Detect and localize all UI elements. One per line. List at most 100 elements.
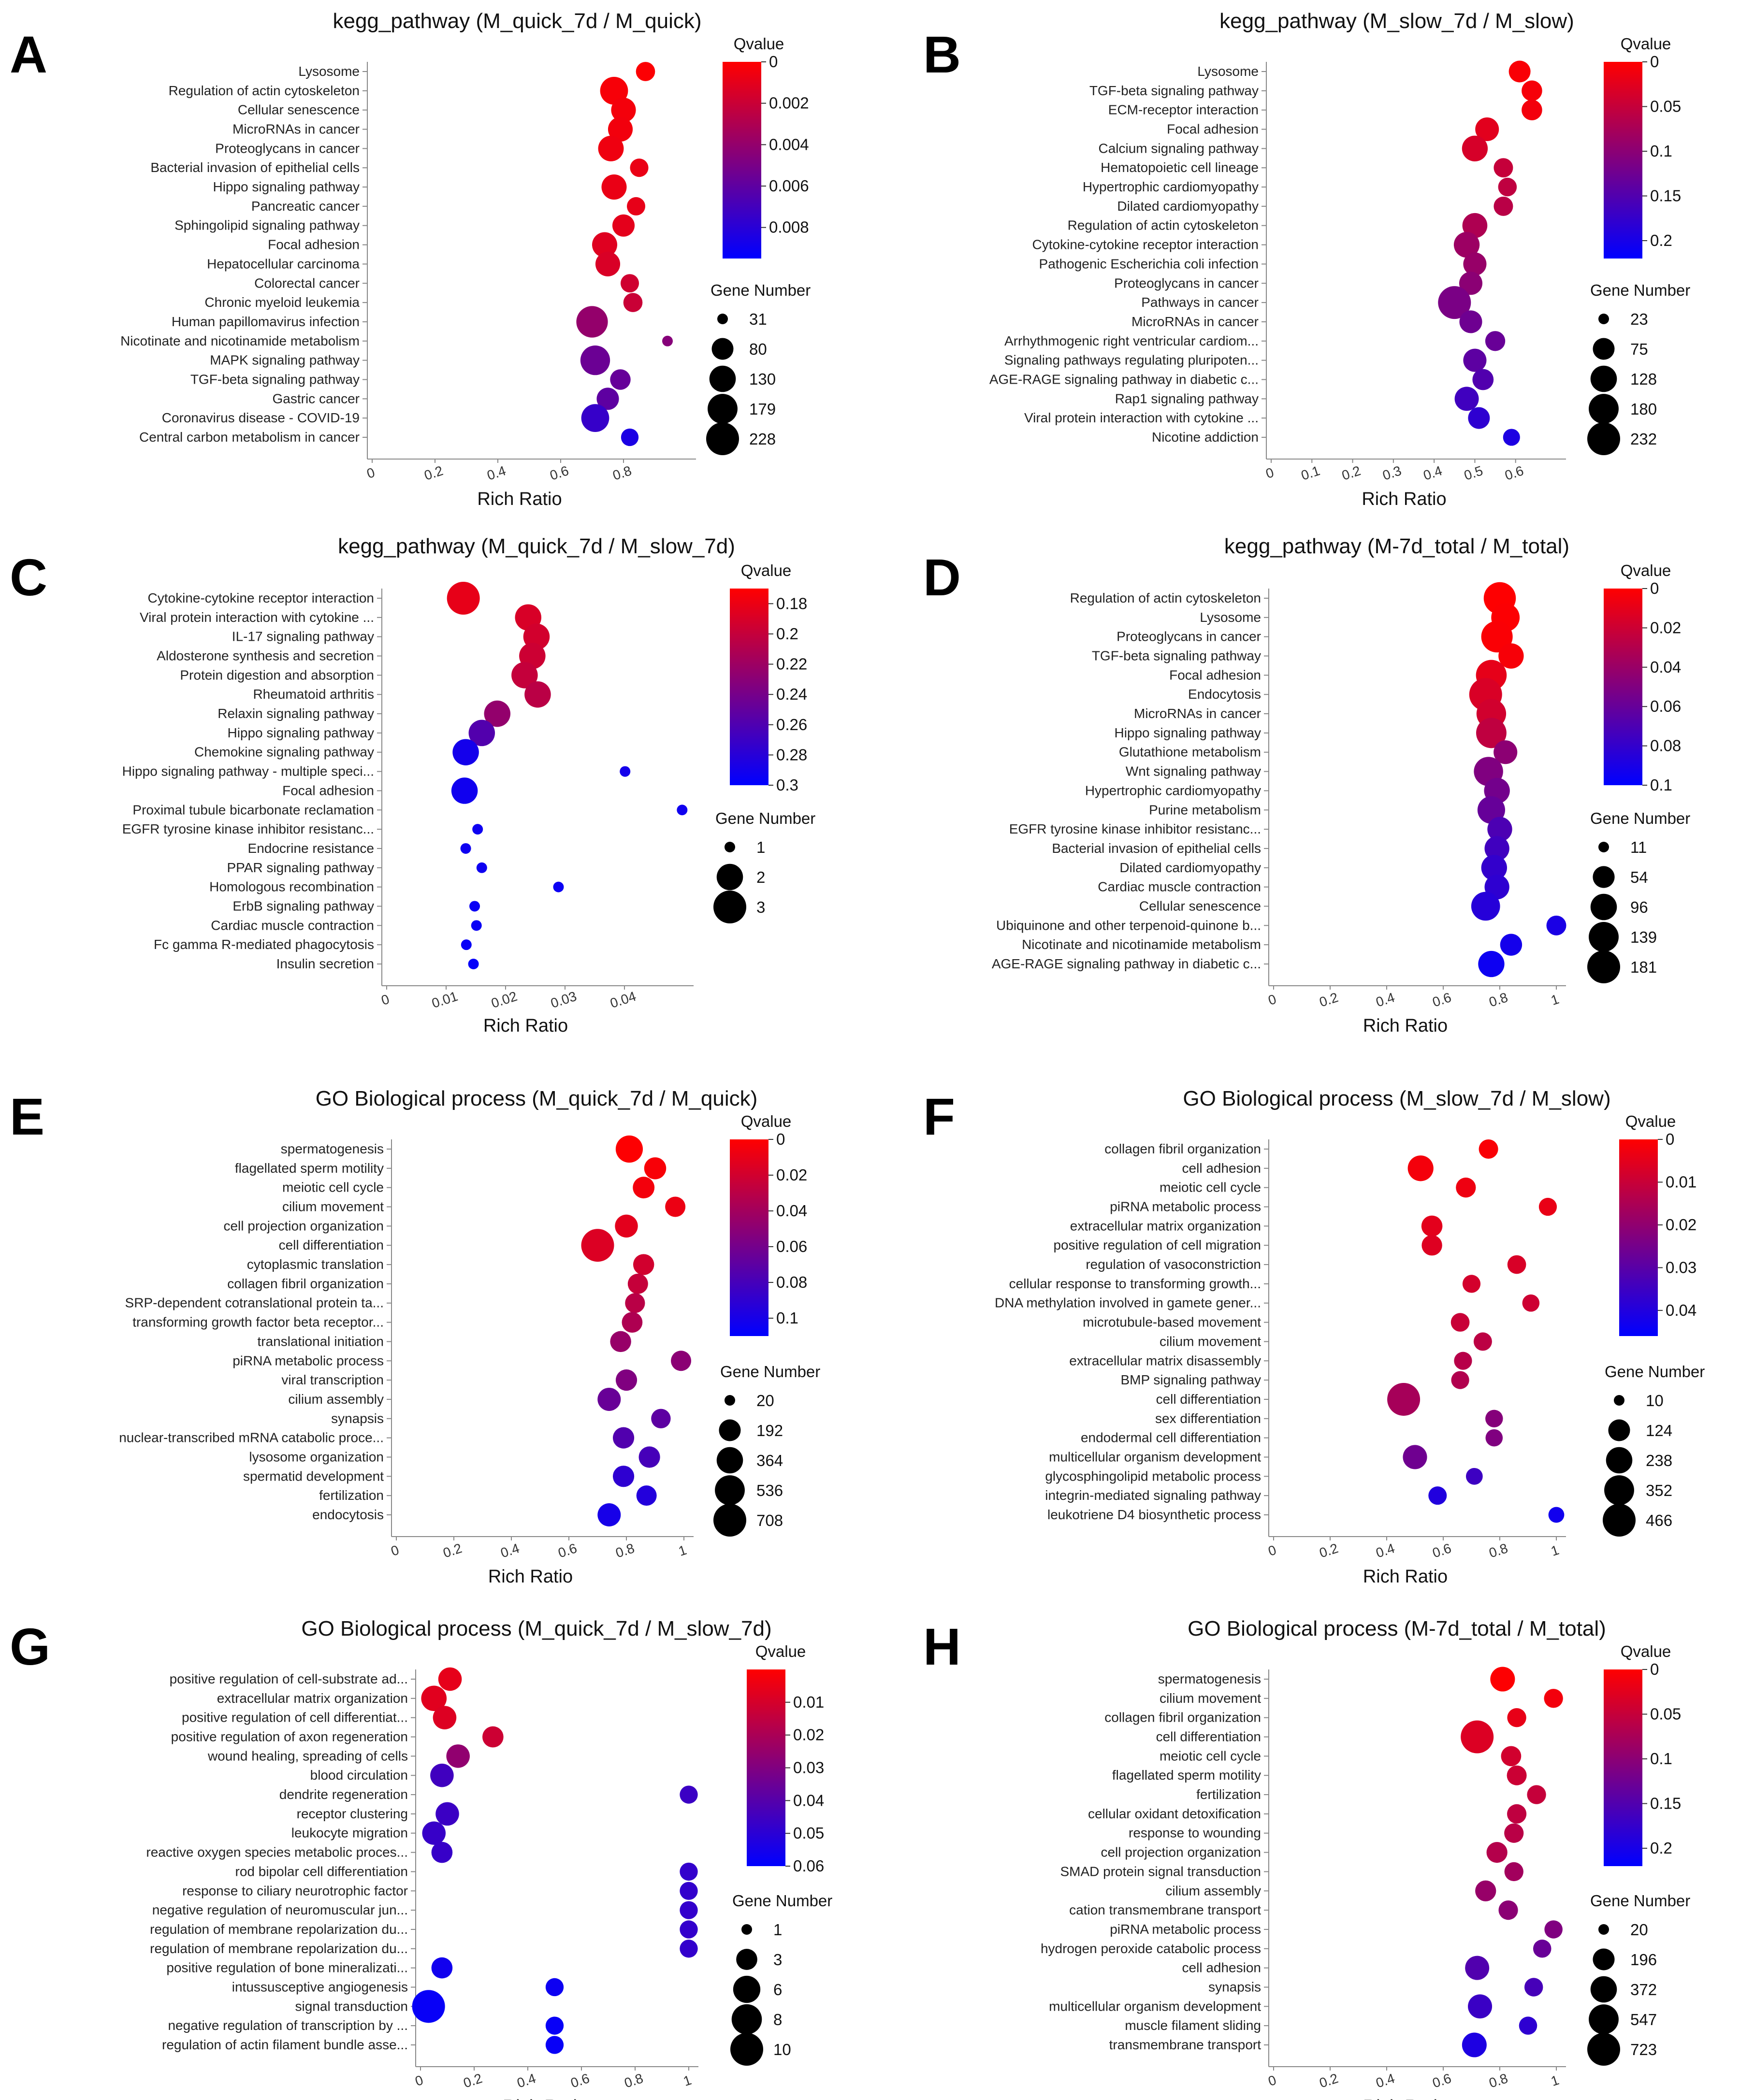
colorbar-tick-label: 0.02	[1650, 618, 1681, 636]
y-tick-label: ErbB signaling pathway	[232, 898, 374, 913]
colorbar-title: Qvalue	[1621, 561, 1671, 579]
size-legend-dot	[1614, 1395, 1624, 1406]
y-tick-label: Rap1 signaling pathway	[1115, 391, 1259, 406]
data-point	[580, 345, 610, 375]
x-tick-label: 0.8	[1487, 990, 1510, 1010]
y-tick-label: viral transcription	[281, 1372, 384, 1387]
data-point	[581, 404, 609, 432]
y-tick-label: transmembrane transport	[1109, 2037, 1262, 2052]
colorbar-title: Qvalue	[741, 1112, 792, 1130]
x-axis-label: Rich Ratio	[1362, 489, 1446, 509]
y-tick-label: Central carbon metabolism in cancer	[139, 430, 360, 445]
x-tick-label: 0.6	[556, 1540, 579, 1561]
data-point	[1463, 252, 1487, 276]
data-point	[1456, 1178, 1476, 1198]
data-point	[1421, 1215, 1443, 1237]
y-tick-label: microtubule-based movement	[1083, 1315, 1261, 1330]
axes	[1266, 62, 1566, 460]
data-point	[1538, 1197, 1557, 1216]
panel-letter: E	[10, 1087, 44, 1146]
y-tick-label: Lysosome	[1197, 64, 1259, 79]
panel-letter: H	[923, 1617, 961, 1676]
y-tick-label: Proximal tubule bicarbonate reclamation	[132, 802, 374, 817]
y-tick-label: rod bipolar cell differentiation	[235, 1864, 408, 1879]
size-legend-title: Gene Number	[1590, 809, 1690, 827]
data-point	[1462, 135, 1488, 162]
y-tick-label: Chronic myeloid leukemia	[204, 295, 360, 310]
y-tick-label: response to ciliary neurotrophic factor	[182, 1883, 408, 1898]
y-tick-label: Proteoglycans in cancer	[1116, 629, 1261, 644]
y-tick-label: Bacterial invasion of epithelial cells	[1052, 841, 1261, 856]
y-tick-label: intussusceptive angiogenesis	[232, 1979, 408, 1994]
size-legend-dot	[725, 842, 735, 852]
x-tick-label: 0.2	[1318, 1540, 1340, 1561]
data-point	[545, 2016, 564, 2035]
data-point	[469, 901, 480, 912]
data-point	[621, 428, 639, 446]
y-tick-label: Cellular senescence	[1139, 898, 1261, 913]
y-tick-label: extracellular matrix disassembly	[1069, 1353, 1261, 1368]
chart-title: kegg_pathway (M_slow_7d / M_slow)	[1219, 9, 1574, 33]
size-legend-dot	[730, 2033, 763, 2066]
panel-letter: A	[10, 25, 47, 84]
y-tick-label: Endocrine resistance	[248, 841, 374, 856]
data-point	[644, 1157, 667, 1179]
x-tick-label: 0.4	[485, 463, 508, 483]
data-point	[1403, 1445, 1427, 1469]
y-tick-label: Cardiac muscle contraction	[1098, 879, 1261, 894]
data-point	[1522, 1294, 1540, 1312]
y-tick-label: positive regulation of cell migration	[1053, 1237, 1261, 1252]
size-legend-title: Gene Number	[1605, 1363, 1705, 1381]
data-point	[680, 1882, 698, 1900]
size-legend-dot	[706, 422, 739, 455]
size-legend-label: 20	[1630, 1921, 1648, 1939]
x-tick-label: 0.03	[549, 989, 578, 1011]
y-tick-label: Hippo signaling pathway	[1114, 725, 1261, 740]
colorbar-tick-label: 0.05	[1650, 1705, 1681, 1723]
data-point	[597, 1503, 621, 1527]
panel-f: F GO Biological process (M_slow_7d / M_sl…	[923, 1087, 1705, 1587]
data-point	[545, 1978, 564, 1997]
size-legend-dot	[1598, 314, 1609, 324]
y-tick-label: Rheumatoid arthritis	[253, 687, 374, 702]
y-tick-label: Focal adhesion	[268, 237, 360, 252]
data-point	[1450, 1313, 1470, 1332]
x-tick-label: 0.4	[1374, 2071, 1397, 2091]
x-tick-label: 0	[1266, 2072, 1278, 2089]
data-point	[636, 1485, 657, 1506]
data-point	[447, 582, 480, 615]
colorbar-tick-label: 0.06	[1650, 697, 1681, 715]
y-tick-label: Signaling pathways regulating pluripoten…	[1004, 353, 1259, 368]
y-tick-label: signal transduction	[295, 1999, 408, 2014]
y-tick-label: transforming growth factor beta receptor…	[132, 1315, 384, 1330]
colorbar-tick-label: 0.3	[776, 776, 798, 794]
data-point	[1522, 80, 1542, 101]
y-tick-label: Endocytosis	[1188, 687, 1261, 702]
data-point	[1501, 1746, 1522, 1767]
x-axis-label: Rich Ratio	[1363, 2097, 1448, 2100]
data-point	[1486, 1841, 1508, 1863]
size-legend-title: Gene Number	[715, 809, 815, 827]
colorbar-tick-label: 0.15	[1650, 187, 1681, 205]
data-point	[1498, 177, 1517, 197]
data-point	[468, 959, 479, 969]
x-axis-label: Rich Ratio	[1363, 1567, 1448, 1587]
x-tick-label: 0.2	[1318, 990, 1340, 1010]
axes	[415, 1669, 698, 2067]
colorbar-tick-label: 0.2	[776, 625, 798, 643]
size-legend-dot	[713, 891, 746, 923]
y-tick-label: cilium assembly	[288, 1392, 384, 1407]
y-tick-label: meiotic cell cycle	[282, 1180, 384, 1195]
size-legend-label: 2	[756, 868, 765, 886]
y-tick-label: Sphingolipid signaling pathway	[174, 218, 360, 233]
colorbar-tick-label: 0	[1650, 579, 1659, 597]
data-point	[472, 824, 483, 835]
data-point	[1421, 1235, 1442, 1256]
x-tick-label: 0.02	[489, 989, 519, 1011]
y-tick-label: negative regulation of transcription by …	[168, 2018, 408, 2033]
y-tick-label: meiotic cell cycle	[1160, 1748, 1261, 1763]
size-legend-label: 1	[773, 1921, 782, 1939]
y-tick-label: spermatid development	[243, 1468, 384, 1483]
y-tick-label: Colorectal cancer	[254, 275, 360, 290]
